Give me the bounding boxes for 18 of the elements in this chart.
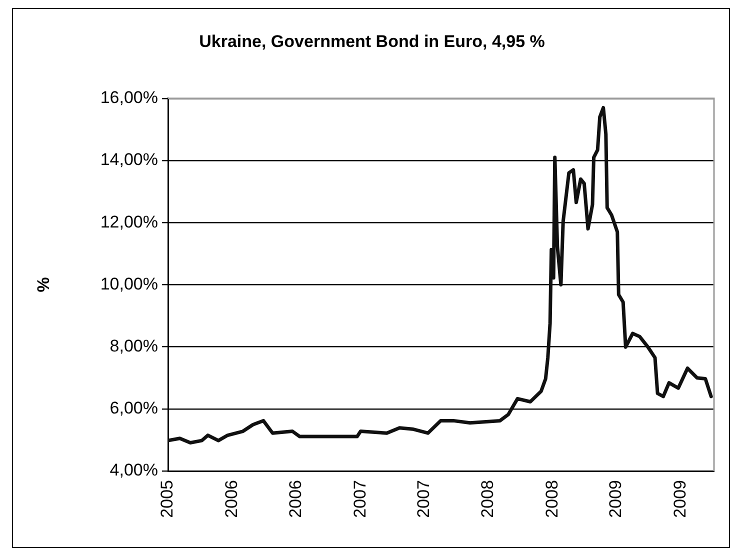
x-tick-label: 2005 <box>158 480 177 518</box>
chart-title: Ukraine, Government Bond in Euro, 4,95 % <box>199 32 545 51</box>
y-axis-title: % <box>34 277 53 292</box>
y-tick-label: 16,00% <box>100 88 158 108</box>
y-tick-label: 12,00% <box>100 212 158 232</box>
x-tick-label: 2008 <box>542 480 562 518</box>
x-tick-label: 2009 <box>606 480 626 518</box>
y-tick-label: 10,00% <box>100 274 158 294</box>
x-tick-label: 2006 <box>286 480 305 518</box>
x-tick-label: 2007 <box>350 480 370 518</box>
y-tick-label: 8,00% <box>110 336 158 356</box>
x-tick-label: 2007 <box>414 480 434 518</box>
x-tick-label: 2006 <box>222 480 242 518</box>
y-tick-label: 14,00% <box>100 150 158 170</box>
y-tick-label: 6,00% <box>110 398 158 418</box>
x-tick-label: 2009 <box>670 480 690 518</box>
y-tick-label: 4,00% <box>110 460 158 480</box>
x-tick-label: 2008 <box>478 480 498 518</box>
